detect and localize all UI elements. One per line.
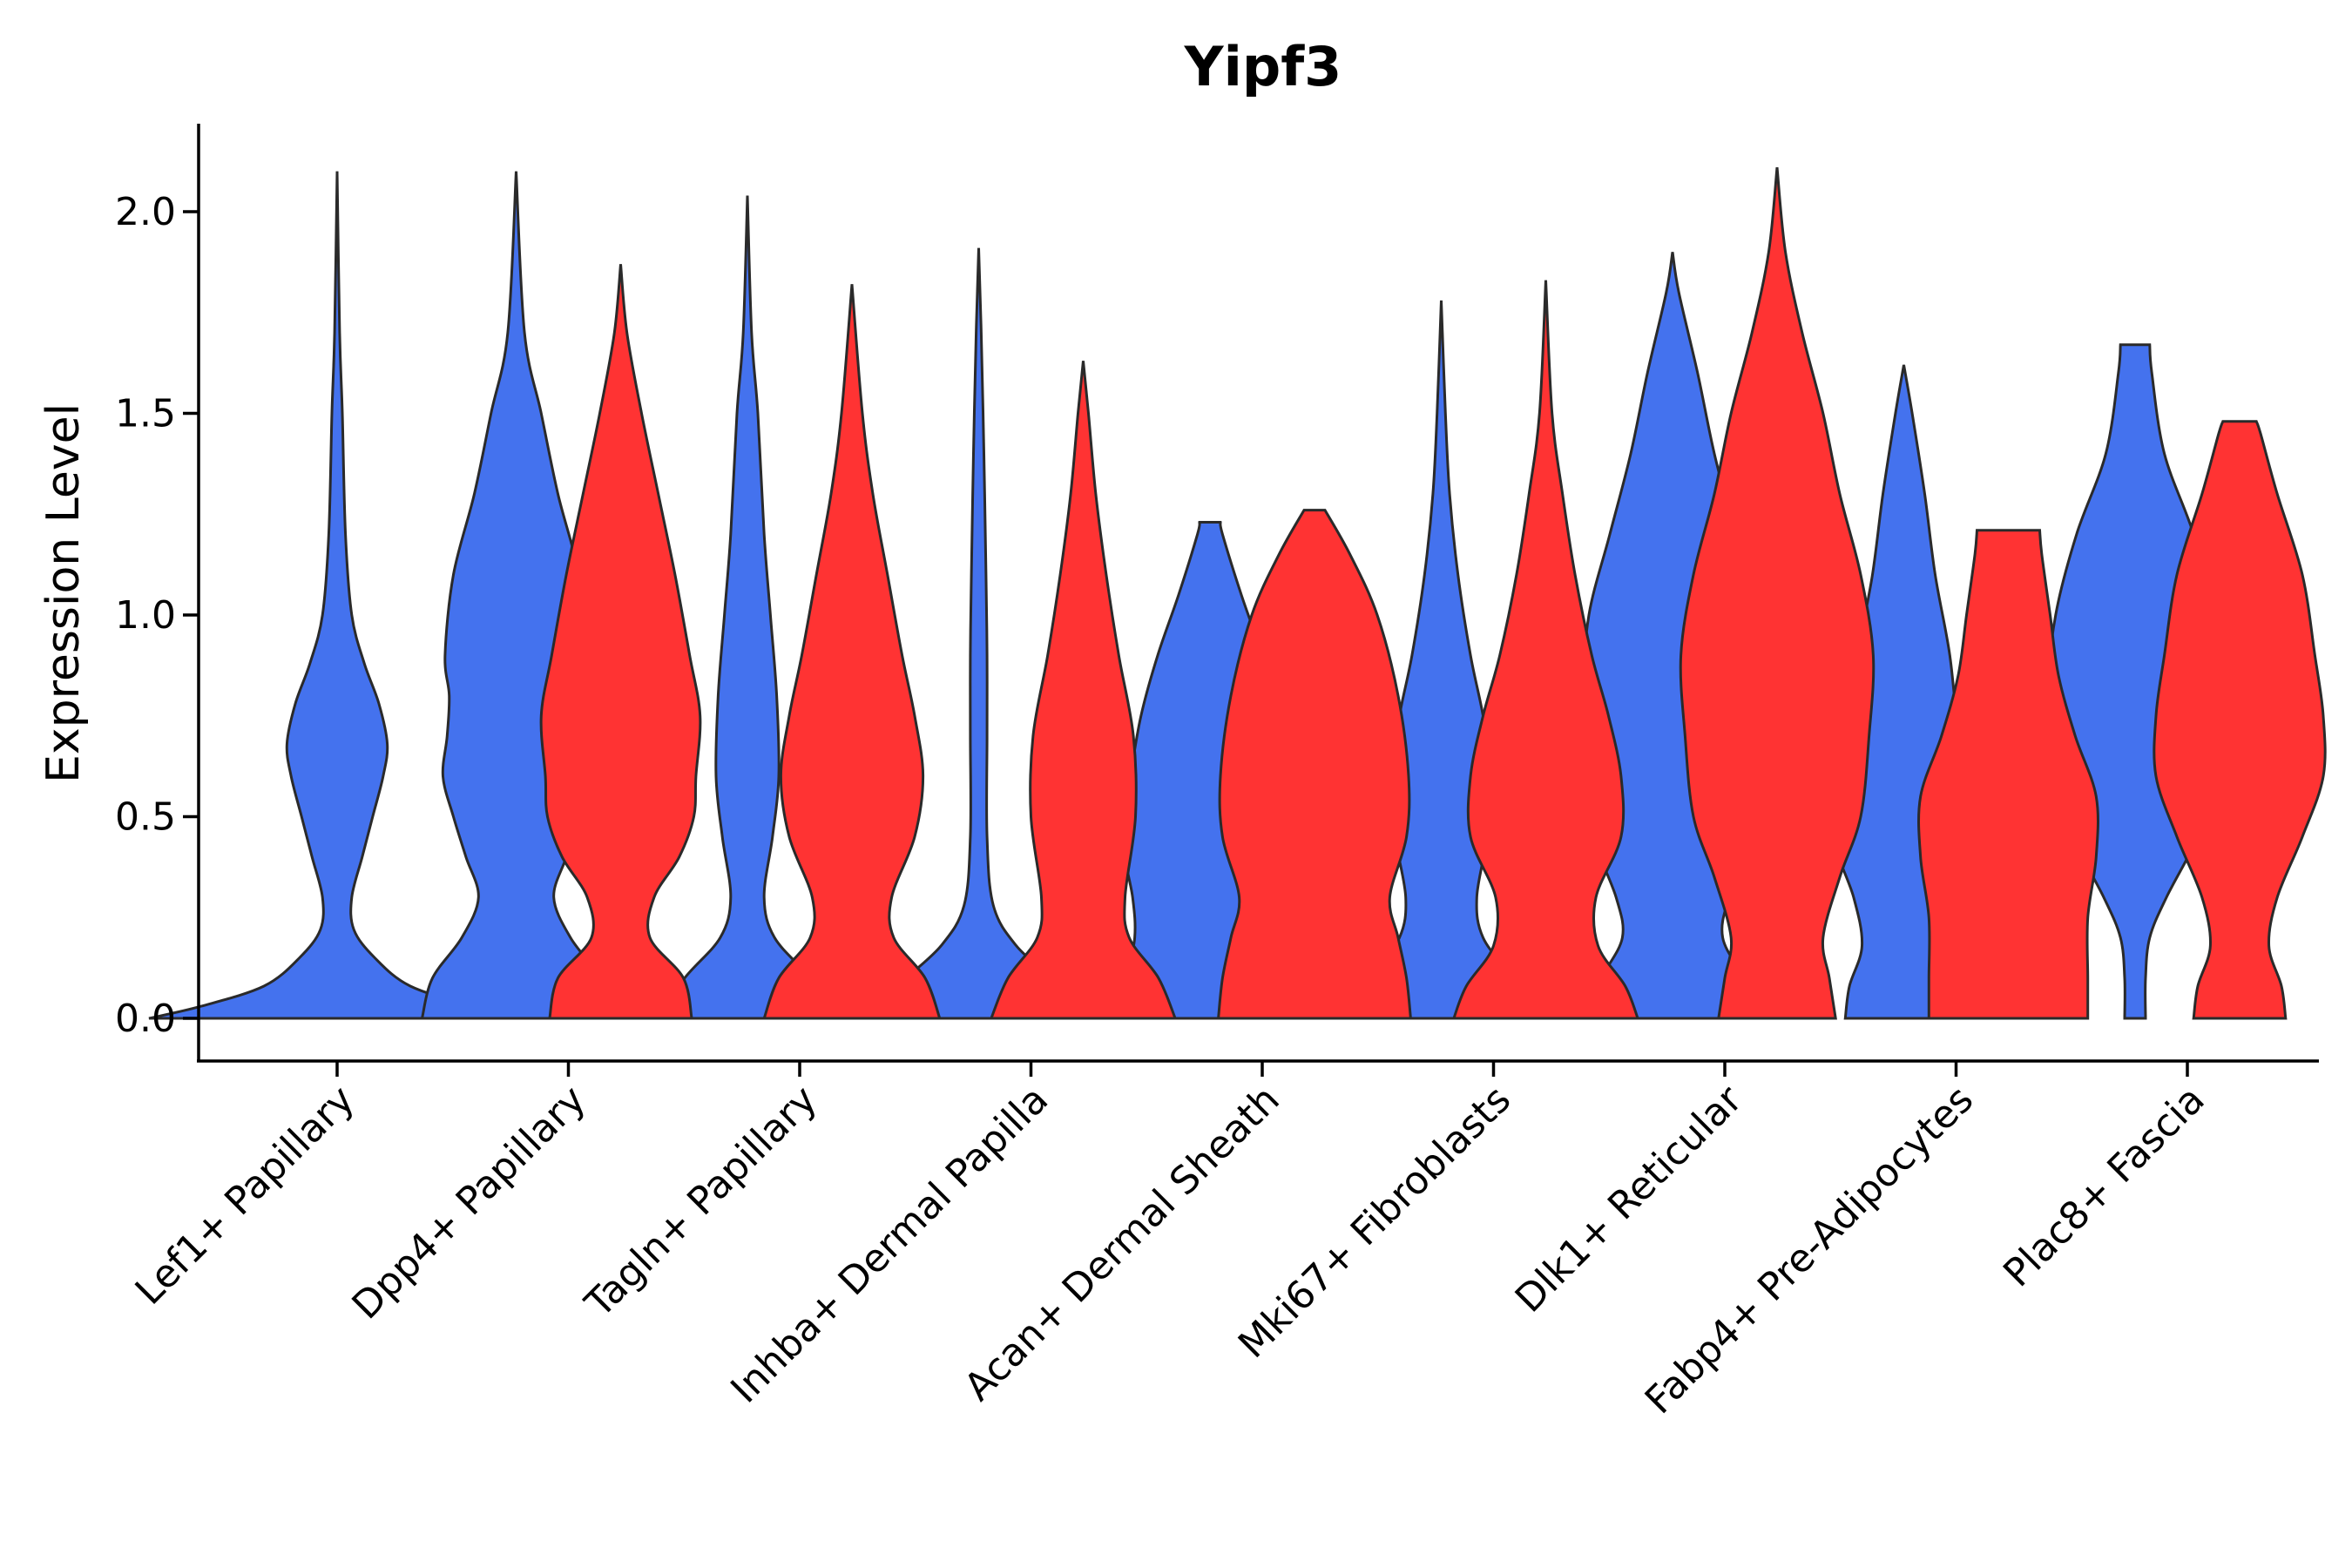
violin-blue-3	[882, 247, 1075, 1020]
violin-red-5	[1451, 280, 1640, 1020]
violin-red-4	[1216, 509, 1413, 1020]
x-tick-label: Dpp4+ Papillary	[344, 1078, 595, 1328]
violin-blue-0	[148, 171, 526, 1020]
y-tick-label: 0.0	[115, 997, 176, 1041]
violin-red-2	[762, 284, 942, 1020]
violin-blue-2	[657, 195, 838, 1020]
x-tick-label: Lef1+ Papillary	[127, 1078, 363, 1314]
y-tick-label: 0.5	[115, 795, 176, 840]
violin-red-8	[2153, 420, 2327, 1020]
x-tick-label: Plac8+ Fascia	[1995, 1078, 2213, 1296]
y-tick-label: 1.5	[115, 392, 176, 436]
violin-red-6	[1679, 166, 1876, 1020]
x-tick-label: Tagln+ Papillary	[577, 1078, 826, 1327]
y-ticks: 0.0 0.5 1.0 1.5 2.0	[115, 190, 199, 1041]
x-tick-label: Dlk1+ Reticular	[1507, 1077, 1752, 1321]
chart-title: Yipf3	[1184, 35, 1342, 98]
y-tick-label: 1.0	[115, 593, 176, 638]
violins	[148, 166, 2327, 1020]
violin-red-1	[539, 264, 702, 1020]
violin-red-3	[989, 361, 1178, 1020]
y-axis-label: Expression Level	[37, 403, 90, 783]
violin-red-7	[1917, 529, 2099, 1020]
y-tick-label: 2.0	[115, 190, 176, 234]
